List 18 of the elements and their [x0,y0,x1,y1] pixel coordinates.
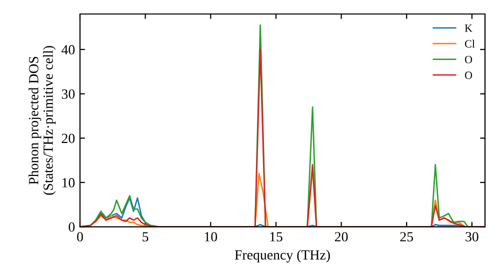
x-tick-label: 10 [204,232,218,242]
x-tick-label: 5 [142,232,148,242]
x-axis-title: Frequency (THz) [234,250,330,262]
y-tick-label: 40 [62,45,75,54]
legend-label: K [464,24,472,32]
x-tick-label: 30 [466,232,478,242]
x-tick-label: 0 [77,232,83,242]
y-tick-label: 10 [62,178,75,188]
x-tick-label: 20 [334,232,348,242]
x-tick-label: 25 [400,232,414,242]
legend-label: O [464,56,472,64]
legend-label: Cl [464,40,475,48]
y-tick-label: 30 [62,89,75,99]
x-tick-label: 15 [270,232,282,242]
y-axis-title: Phonon projected DOS (States/THz·primitive cell) [28,46,56,195]
y-tick-label: 20 [62,134,75,144]
legend-label: O [464,72,472,79]
y-tick-label: 0 [68,222,75,232]
